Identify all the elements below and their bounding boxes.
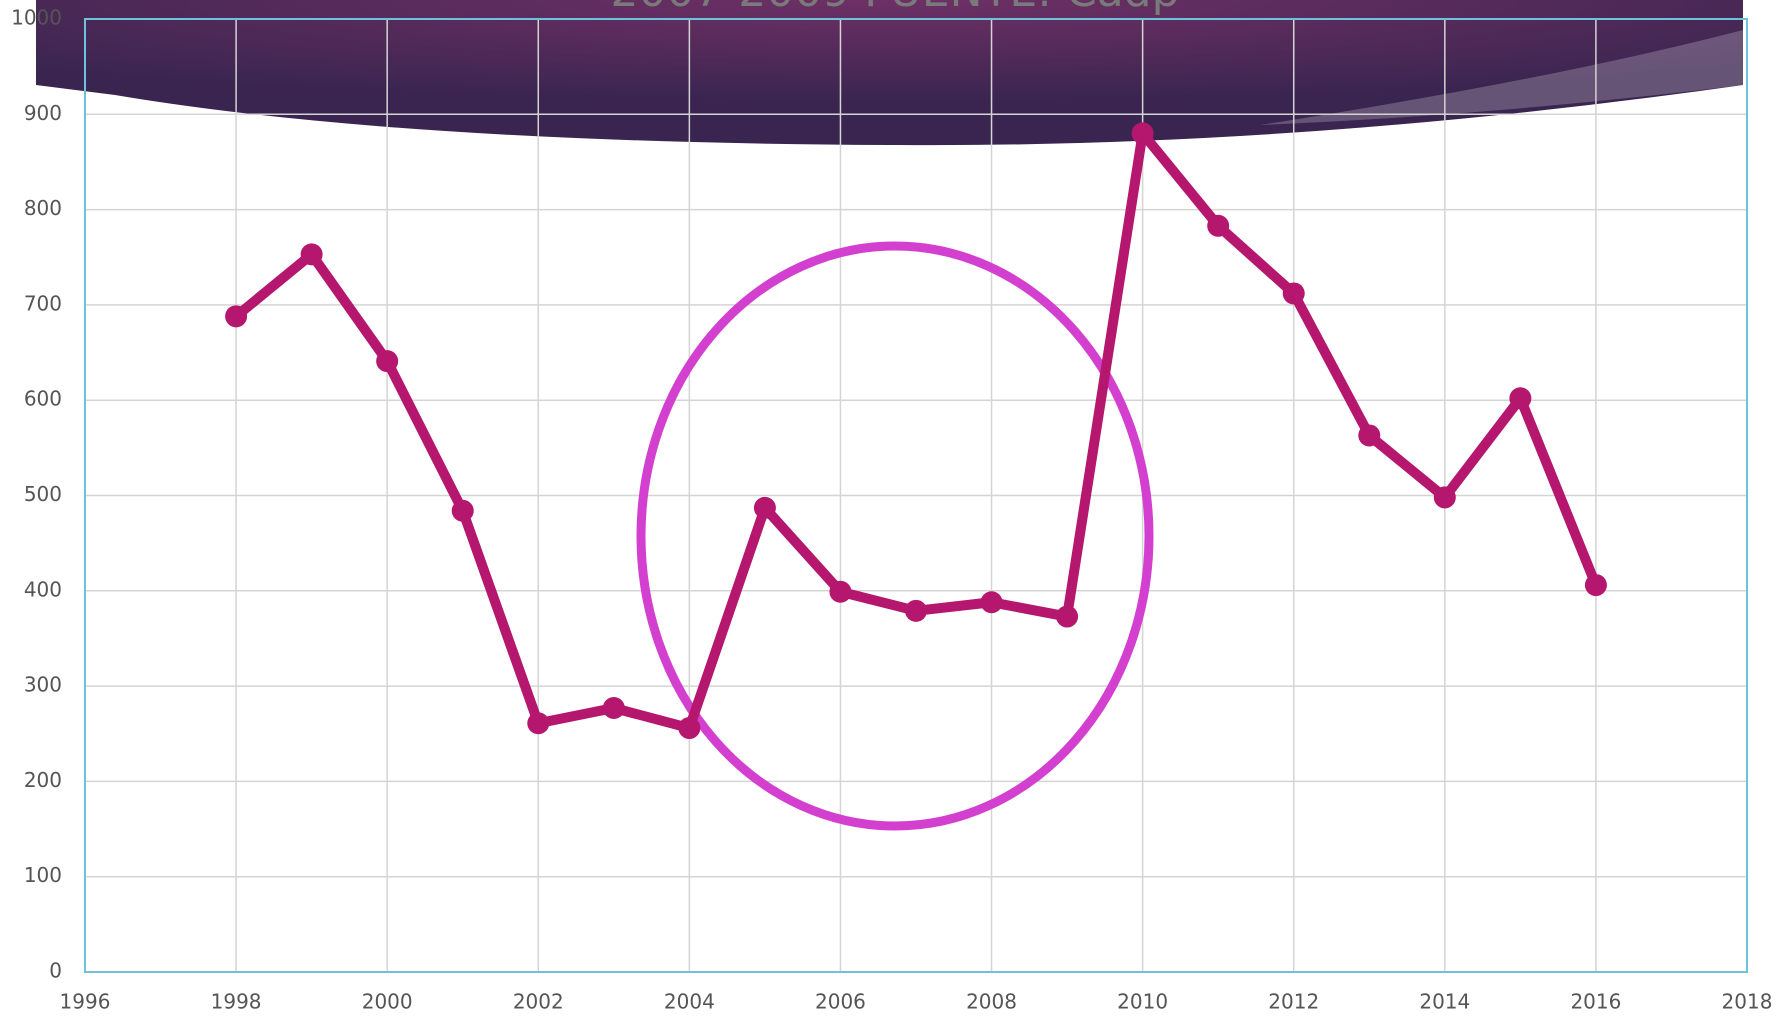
x-tick-label: 2004 xyxy=(664,990,715,1014)
y-tick-label: 400 xyxy=(24,577,62,601)
x-tick-label: 2016 xyxy=(1570,990,1621,1014)
data-point xyxy=(602,697,625,720)
data-point xyxy=(300,243,323,266)
data-point xyxy=(225,305,248,328)
y-tick-label: 200 xyxy=(24,768,62,792)
data-point xyxy=(1584,574,1607,597)
x-tick-label: 1996 xyxy=(60,990,111,1014)
chart-title: 2007-2009 FUENTE: Cadp xyxy=(610,0,1179,17)
y-tick-label: 600 xyxy=(24,387,62,411)
plot-border xyxy=(84,18,1748,973)
data-point xyxy=(1509,387,1532,410)
x-tick-label: 2008 xyxy=(966,990,1017,1014)
y-tick-label: 500 xyxy=(24,482,62,506)
data-line xyxy=(231,128,1601,734)
y-tick-label: 100 xyxy=(24,863,62,887)
data-point xyxy=(753,496,776,519)
data-point xyxy=(980,591,1003,614)
x-tick-label: 2012 xyxy=(1268,990,1319,1014)
y-tick-label: 900 xyxy=(24,101,62,125)
x-tick-label: 2010 xyxy=(1117,990,1168,1014)
x-tick-label: 1998 xyxy=(211,990,262,1014)
x-tick-label: 2006 xyxy=(815,990,866,1014)
data-point xyxy=(1056,605,1079,628)
x-tick-label: 2014 xyxy=(1419,990,1470,1014)
x-tick-label: 2002 xyxy=(513,990,564,1014)
x-tick-label: 2000 xyxy=(362,990,413,1014)
data-point xyxy=(678,717,701,740)
banner xyxy=(36,0,1743,146)
data-point xyxy=(1282,282,1305,305)
data-point xyxy=(527,712,550,735)
series xyxy=(225,122,1607,740)
data-point xyxy=(905,599,927,622)
y-tick-label: 1000 xyxy=(11,6,62,30)
data-point xyxy=(1358,424,1381,447)
data-point xyxy=(829,580,852,603)
banner-swoosh xyxy=(1260,30,1743,125)
highlight-ellipse xyxy=(636,241,1154,831)
data-point xyxy=(1207,214,1230,237)
y-tick-label: 700 xyxy=(24,291,62,315)
data-point xyxy=(1433,486,1456,509)
data-point xyxy=(451,499,474,522)
x-tick-label: 2018 xyxy=(1722,990,1773,1014)
data-point xyxy=(1131,122,1154,145)
data-point xyxy=(376,350,399,373)
y-tick-label: 0 xyxy=(49,959,62,983)
y-tick-label: 800 xyxy=(24,196,62,220)
y-tick-label: 300 xyxy=(24,673,62,697)
